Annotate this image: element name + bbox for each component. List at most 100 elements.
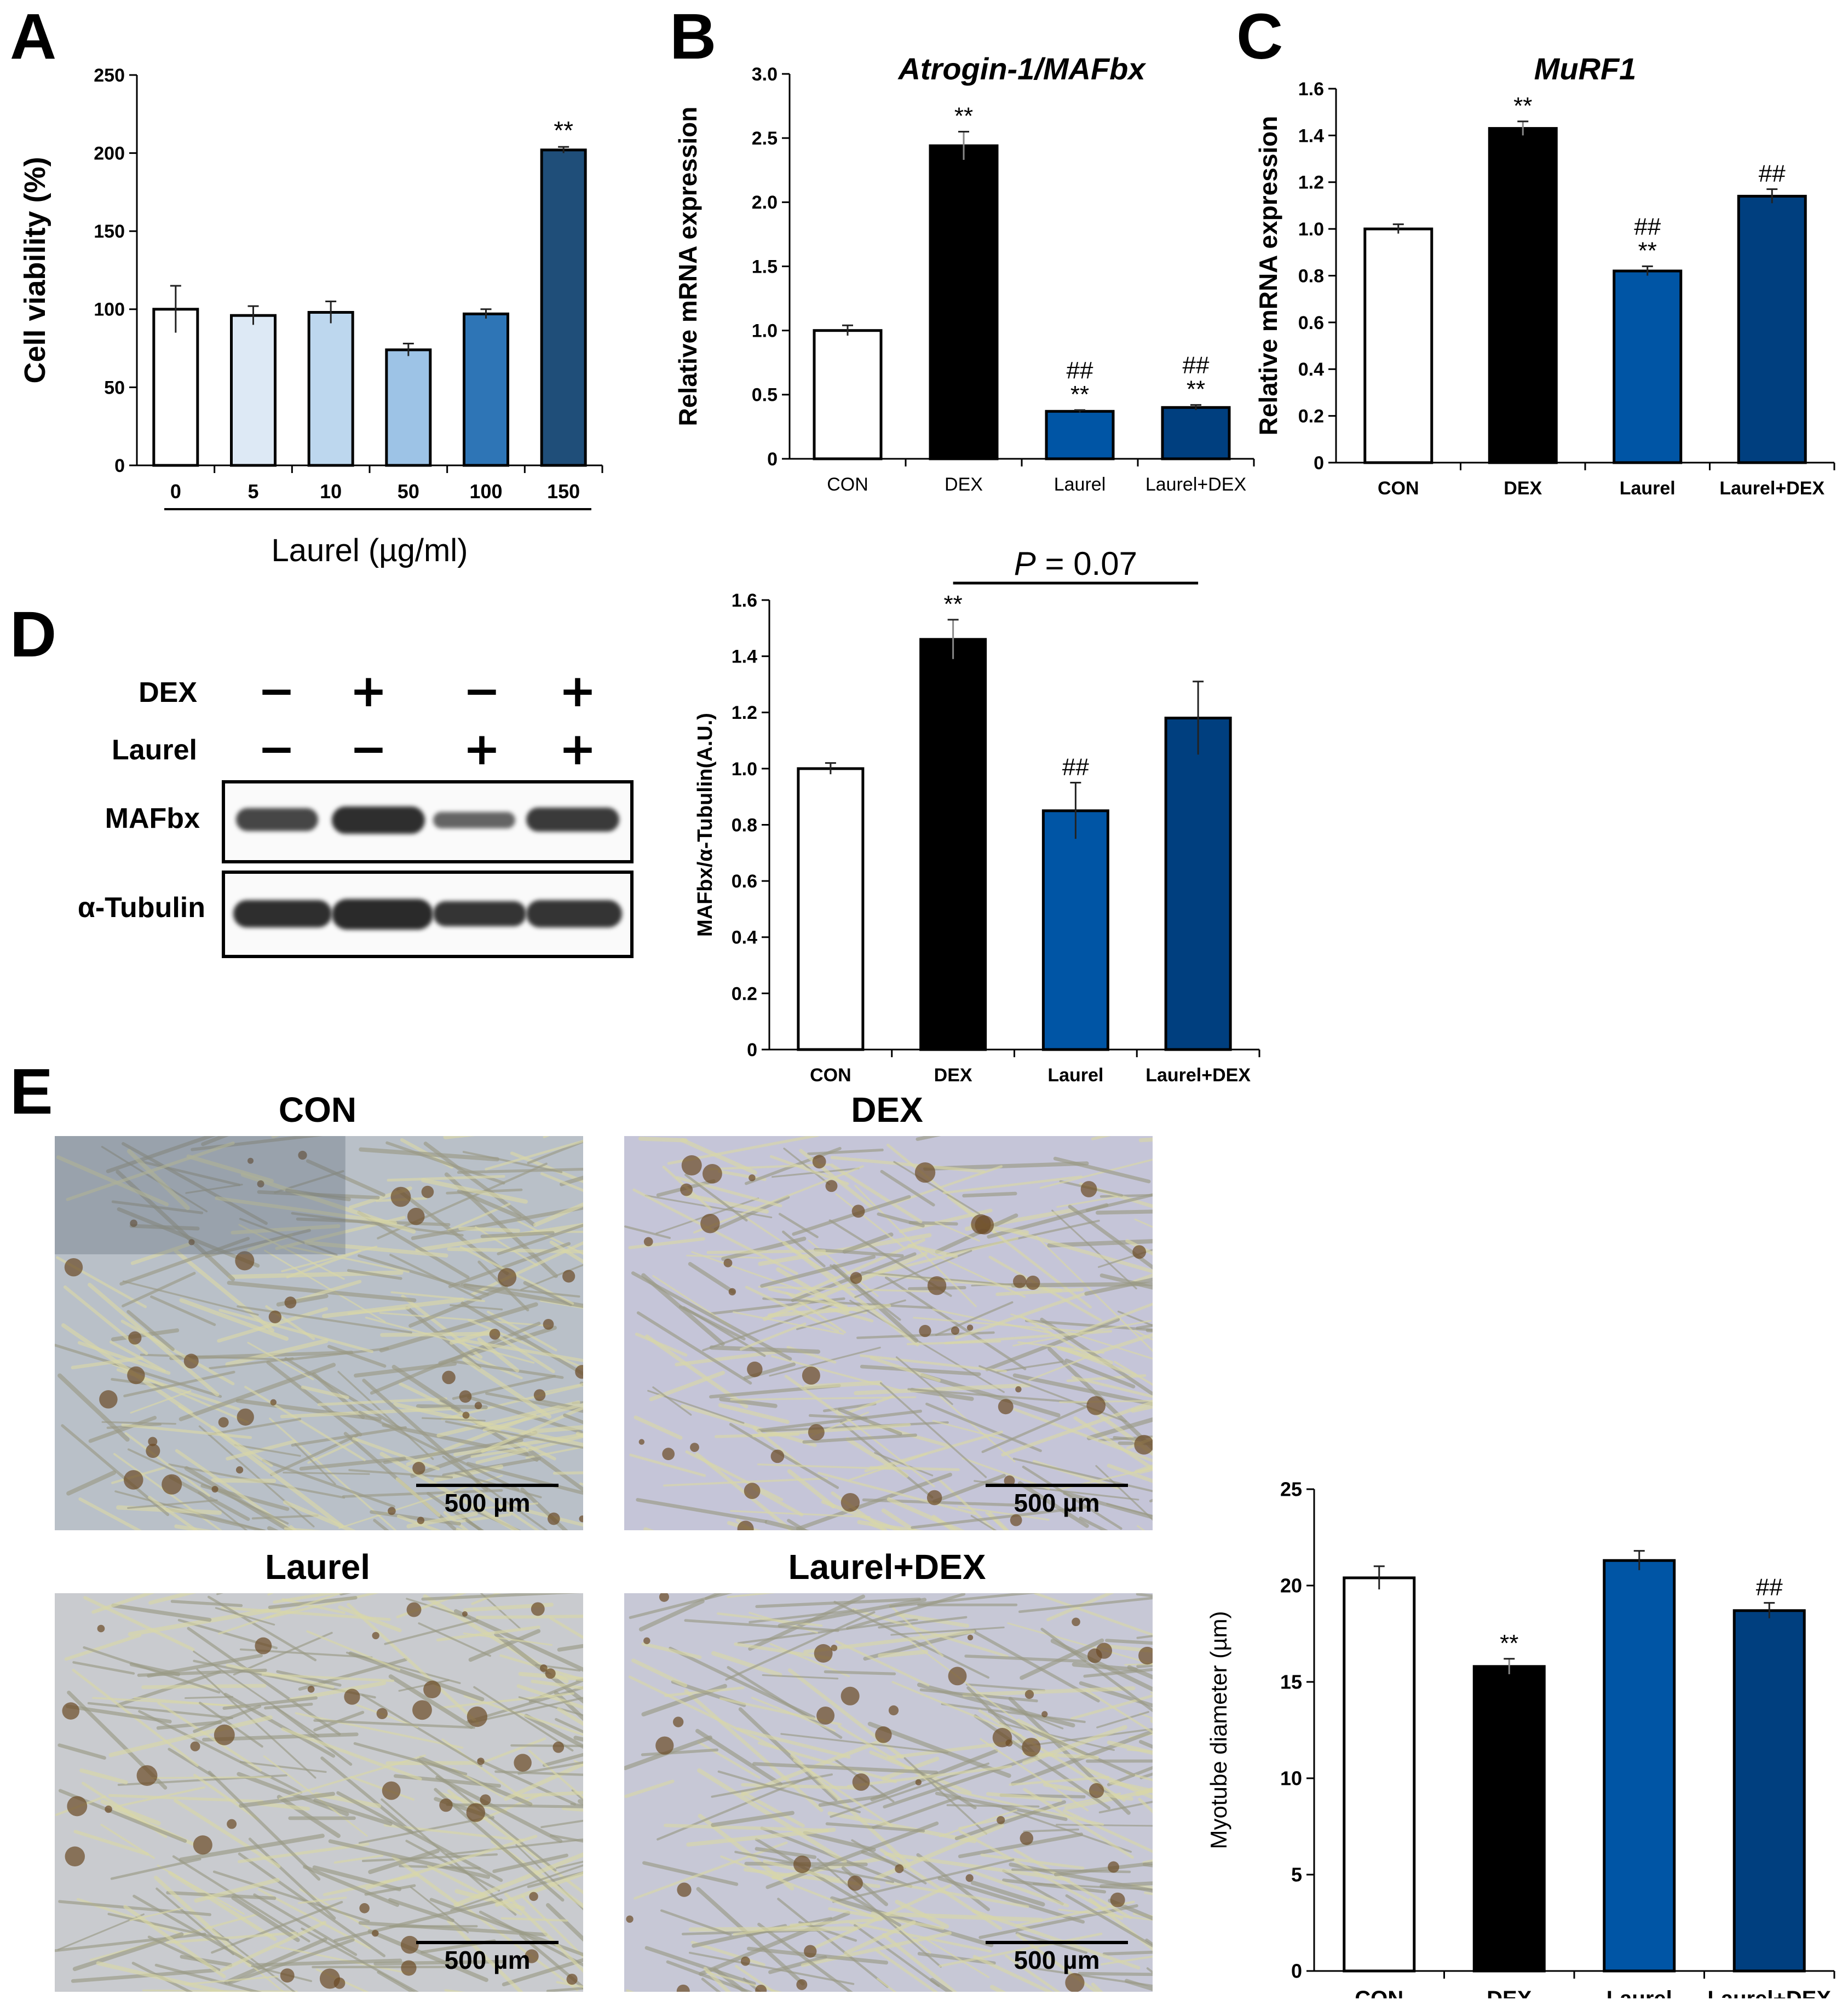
micrograph-texture bbox=[624, 1136, 1153, 1530]
myotube bbox=[500, 1917, 568, 1922]
myotube bbox=[157, 1864, 245, 1915]
myotube bbox=[782, 1241, 919, 1347]
x-tick-label: 5 bbox=[247, 480, 258, 503]
debris bbox=[442, 1370, 456, 1385]
wb-blot-mafbx bbox=[222, 780, 634, 863]
myotube bbox=[1098, 1801, 1153, 1814]
y-tick-label: 0.4 bbox=[732, 927, 757, 948]
myotube bbox=[303, 1865, 399, 1907]
myotube bbox=[231, 1895, 300, 1943]
x-tick-label: 10 bbox=[320, 480, 342, 503]
myotube bbox=[291, 1426, 407, 1447]
myotube bbox=[180, 1955, 233, 1967]
myotube bbox=[100, 1799, 161, 1826]
myotube bbox=[686, 1828, 836, 1847]
myotube bbox=[1108, 1779, 1153, 1794]
myotube bbox=[760, 1255, 876, 1288]
debris bbox=[1132, 1245, 1147, 1259]
myotube bbox=[1028, 1355, 1091, 1381]
myotube bbox=[313, 1798, 393, 1826]
myotube bbox=[450, 1864, 583, 1911]
myotube bbox=[631, 1271, 792, 1361]
myotube bbox=[997, 1361, 1063, 1373]
myotube bbox=[1065, 1894, 1153, 1947]
myotube bbox=[939, 1395, 1016, 1463]
myotube bbox=[148, 1495, 199, 1530]
myotube bbox=[533, 1202, 583, 1227]
myotube bbox=[854, 1383, 1031, 1396]
y-tick-label: 1.0 bbox=[732, 759, 757, 780]
wb-band bbox=[332, 806, 425, 834]
debris bbox=[895, 1864, 904, 1874]
myotube bbox=[1071, 1376, 1153, 1398]
wb-band bbox=[433, 901, 526, 926]
myotube bbox=[549, 1240, 583, 1264]
myotube bbox=[470, 1697, 583, 1724]
myotube bbox=[460, 1283, 580, 1298]
debris bbox=[840, 1492, 860, 1512]
myotube bbox=[1134, 1218, 1153, 1228]
myotube bbox=[546, 1903, 583, 1942]
myotube bbox=[234, 1444, 301, 1457]
myotube bbox=[796, 1472, 952, 1530]
myotube bbox=[238, 1224, 345, 1280]
debris bbox=[67, 1796, 88, 1817]
myotube bbox=[884, 1276, 1027, 1370]
debris bbox=[406, 1602, 422, 1617]
myotube bbox=[1102, 1950, 1153, 1956]
myotube bbox=[1068, 1204, 1153, 1270]
debris bbox=[1108, 1861, 1119, 1873]
myotube bbox=[350, 1776, 414, 1801]
myotube bbox=[208, 1595, 317, 1662]
myotube bbox=[362, 1379, 488, 1491]
myotube bbox=[110, 1858, 202, 1880]
wb-sign-laurel-2: − bbox=[349, 723, 388, 775]
x-axis-label: Laurel (µg/ml) bbox=[272, 533, 468, 568]
myotube bbox=[179, 1298, 289, 1341]
myotube bbox=[846, 1593, 966, 1630]
debris bbox=[804, 1945, 817, 1958]
myotube bbox=[434, 1788, 565, 1902]
myotube bbox=[845, 1394, 895, 1415]
bar bbox=[797, 767, 865, 1051]
significance-mark: ** bbox=[1500, 1630, 1518, 1657]
myotube bbox=[877, 1212, 925, 1227]
myotube bbox=[111, 1603, 212, 1622]
myotube bbox=[935, 1213, 1018, 1254]
y-tick-label: 50 bbox=[104, 377, 125, 398]
myotube bbox=[518, 1696, 583, 1716]
y-tick-label: 0 bbox=[114, 456, 125, 476]
debris bbox=[971, 1214, 991, 1235]
myotube bbox=[337, 1370, 434, 1460]
debris bbox=[812, 1155, 826, 1169]
debris bbox=[851, 1204, 865, 1218]
myotube bbox=[932, 1473, 1006, 1503]
debris bbox=[459, 1390, 472, 1403]
myotube bbox=[962, 1191, 1017, 1198]
scalebar bbox=[986, 1941, 1128, 1944]
bar bbox=[1164, 717, 1232, 1051]
micrograph-title-laurel: Laurel bbox=[264, 1547, 371, 1587]
myotube bbox=[830, 1163, 923, 1224]
myotube bbox=[631, 1658, 688, 1687]
myotube bbox=[644, 1946, 756, 1986]
myotube bbox=[361, 1694, 483, 1767]
myotube bbox=[421, 1178, 528, 1204]
myotube bbox=[713, 1195, 790, 1231]
myotube bbox=[485, 1392, 583, 1413]
debris bbox=[770, 1449, 785, 1463]
myotube bbox=[422, 1417, 486, 1422]
myotube bbox=[695, 1452, 795, 1530]
bar bbox=[1613, 269, 1683, 464]
myotube bbox=[185, 1696, 234, 1699]
myotube bbox=[301, 1385, 349, 1399]
wb-sign-dex-1: − bbox=[257, 665, 296, 717]
myotube bbox=[108, 1715, 273, 1757]
debris bbox=[255, 1637, 272, 1655]
myotube bbox=[129, 1224, 200, 1231]
debris bbox=[1020, 1831, 1034, 1845]
y-tick-label: 10 bbox=[1280, 1767, 1302, 1790]
myotube bbox=[1131, 1273, 1153, 1284]
y-tick-label: 0.8 bbox=[1298, 266, 1324, 286]
scalebar-label: 500 µm bbox=[444, 1489, 531, 1517]
